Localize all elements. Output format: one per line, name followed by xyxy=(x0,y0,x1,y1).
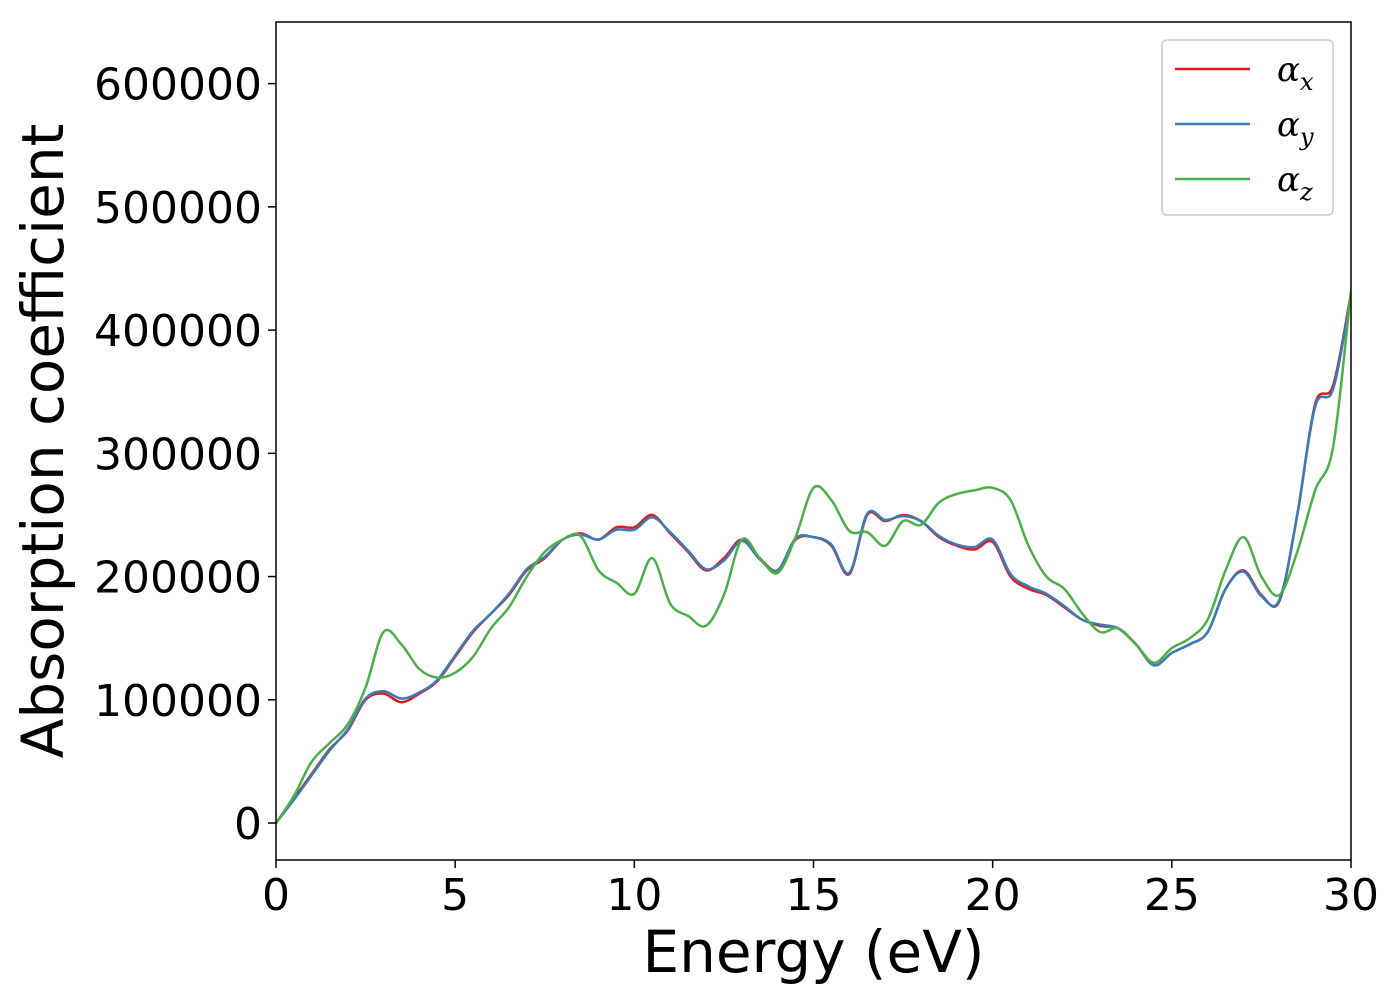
series-line-y xyxy=(276,295,1351,824)
y-axis: 0 100000 200000 300000 400000 500000 600000 xyxy=(94,60,276,850)
x-tick-label: 0 xyxy=(262,870,290,921)
x-tick-label: 20 xyxy=(965,870,1021,921)
legend: αx αy αz xyxy=(1161,39,1334,216)
x-tick-label: 25 xyxy=(1144,870,1200,921)
legend-item-y: αy xyxy=(1175,105,1314,151)
y-tick-label: 300000 xyxy=(94,429,262,480)
y-tick-label: 400000 xyxy=(94,306,262,357)
x-tick-label: 30 xyxy=(1323,870,1379,921)
x-tick-label: 15 xyxy=(786,870,842,921)
y-tick-label: 200000 xyxy=(94,553,262,604)
x-axis-label: Energy (eV) xyxy=(642,918,984,986)
y-tick-label: 500000 xyxy=(94,183,262,234)
x-axis: 0 5 10 15 20 25 30 xyxy=(262,860,1379,921)
x-tick-label: 5 xyxy=(441,870,469,921)
y-tick-label: 600000 xyxy=(94,60,262,111)
legend-item-z: αz xyxy=(1175,160,1313,206)
series-line-z xyxy=(276,290,1351,824)
y-tick-label: 100000 xyxy=(94,676,262,727)
y-axis-label: Absorption coefficient xyxy=(9,124,77,759)
legend-label: αy xyxy=(1277,105,1314,151)
legend-label: αz xyxy=(1277,160,1313,206)
y-tick-label: 0 xyxy=(234,799,262,850)
legend-label: αx xyxy=(1277,50,1314,96)
legend-box xyxy=(1161,39,1334,216)
series-layer xyxy=(276,290,1351,824)
x-tick-label: 10 xyxy=(606,870,662,921)
legend-item-x: αx xyxy=(1175,50,1314,96)
